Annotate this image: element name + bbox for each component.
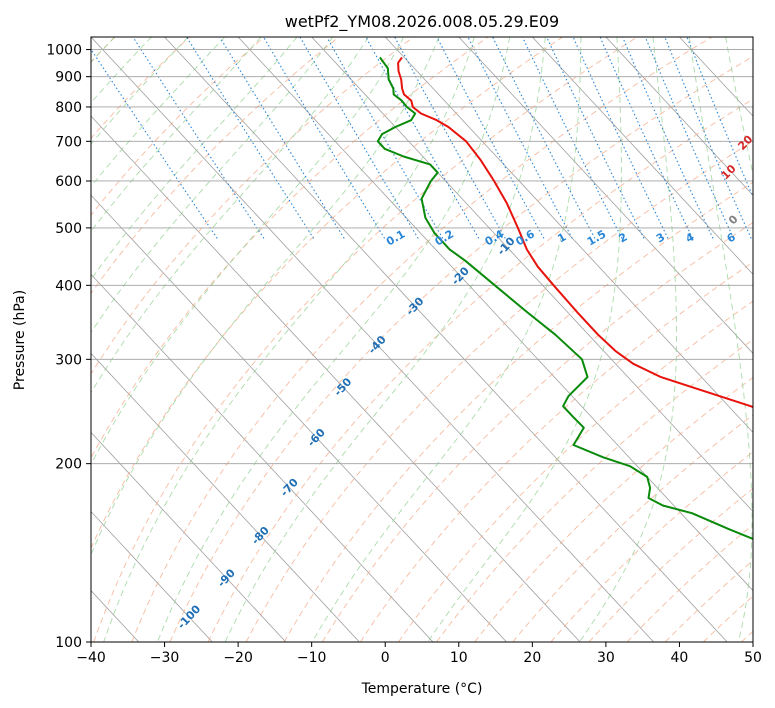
y-tick-label: 700 — [55, 134, 82, 150]
isotherm-line — [458, 37, 753, 354]
mixing-ratio-line — [572, 37, 669, 239]
y-tick-label: 600 — [55, 174, 82, 190]
temperature-profile — [397, 56, 753, 409]
x-tick-label: 40 — [671, 650, 689, 666]
dry-adiabat-line — [550, 451, 753, 642]
dewpoint-profile — [376, 56, 753, 540]
y-tick-label: 400 — [55, 278, 82, 294]
moist-adiabat-line — [224, 37, 546, 642]
x-tick-label: −20 — [223, 650, 253, 666]
isotherm-line — [311, 37, 753, 513]
isotherm-line — [384, 37, 753, 434]
dry-adiabat-line — [321, 221, 753, 642]
mixing-ratio-line — [492, 37, 596, 239]
isotherm-line — [91, 273, 434, 642]
dry-adiabat-line — [91, 37, 265, 216]
y-tick-label: 900 — [55, 70, 82, 86]
mixing-ratio-line — [132, 37, 265, 239]
isotherm-line — [605, 37, 753, 196]
plot-frame — [90, 36, 754, 643]
x-tick-label: −10 — [297, 650, 327, 666]
dry-adiabat-line — [91, 37, 414, 375]
moist-adiabat-line — [579, 37, 677, 642]
y-tick-label: 500 — [55, 221, 82, 237]
dry-adiabat-line — [169, 55, 753, 642]
y-tick-label: 800 — [55, 100, 82, 116]
moist-adiabat-line — [156, 37, 511, 642]
mixing-ratio-line — [644, 37, 735, 239]
mixing-ratio-line — [365, 37, 480, 239]
isotherm-line — [91, 194, 507, 642]
dry-adiabats — [91, 37, 753, 642]
moist-adiabat-line — [91, 37, 334, 334]
mixing-ratio-line — [467, 37, 573, 239]
mixing-ratio-line — [546, 37, 645, 239]
pressure-gridlines — [91, 49, 753, 642]
moist-adiabat-line — [427, 37, 622, 642]
x-tick-label: −40 — [76, 650, 106, 666]
dry-adiabat-line — [474, 376, 753, 642]
isotherm-line — [91, 510, 213, 642]
moist-adiabat-line — [91, 37, 440, 556]
moist-adiabat-line — [725, 37, 753, 177]
mixing-ratio-line — [599, 37, 694, 239]
x-axis-label: Temperature (°C) — [361, 681, 483, 697]
y-tick-label: 300 — [55, 352, 82, 368]
dry-adiabat-line — [207, 98, 753, 642]
x-tick-label: 20 — [523, 650, 541, 666]
isotherm-line — [164, 37, 728, 642]
mixing-ratio-line — [219, 37, 345, 239]
isotherm-grid — [91, 37, 753, 642]
y-axis-ticks: 100 200 300 400 500 600 700 800 900 1000 — [46, 43, 91, 651]
x-tick-label: 30 — [597, 650, 615, 666]
moist-adiabat-line — [91, 37, 369, 394]
moist-adiabat-line — [91, 37, 298, 281]
mixing-ratio-lines — [91, 37, 753, 239]
chart-title: wetPf2_YM08.2026.008.05.29.E09 — [285, 12, 559, 32]
x-tick-label: −30 — [150, 650, 180, 666]
mixing-ratio-line — [326, 37, 444, 239]
profile-lines — [376, 56, 753, 540]
mixing-ratio-line — [664, 37, 752, 239]
moist-adiabat-line — [103, 37, 475, 642]
moist-adiabat-line — [688, 37, 753, 642]
isotherm-line — [91, 431, 287, 642]
isotherm-line — [91, 115, 581, 642]
dry-adiabat-line — [283, 181, 753, 642]
moist-adiabat-line — [91, 37, 405, 466]
dry-adiabat-line — [131, 37, 713, 642]
y-axis-label: Pressure (hPa) — [12, 290, 28, 390]
dry-adiabat-line — [93, 37, 638, 642]
mixing-ratio-line — [299, 37, 419, 239]
mixing-ratio-line — [263, 37, 386, 239]
y-tick-label: 100 — [55, 635, 82, 651]
x-axis-ticks: −40 −30 −20 −10 0 10 20 30 40 50 — [76, 642, 762, 666]
x-tick-label: 50 — [744, 650, 762, 666]
mixing-ratio-line — [622, 37, 714, 239]
y-tick-label: 200 — [55, 457, 82, 473]
isotherm-line — [532, 37, 753, 275]
mixing-ratio-line — [91, 48, 218, 239]
moist-adiabats — [91, 37, 753, 642]
dry-adiabat-line — [360, 261, 753, 642]
x-tick-label: 10 — [450, 650, 468, 666]
dry-adiabat-line — [588, 487, 753, 642]
isotherm-line — [91, 352, 360, 642]
y-tick-label: 1000 — [46, 43, 82, 59]
dry-adiabat-line — [436, 339, 753, 642]
isotherm-line — [237, 37, 753, 592]
mixing-ratio-line — [522, 37, 623, 239]
dry-adiabat-line — [91, 37, 563, 550]
isotherm-line — [91, 37, 654, 642]
x-tick-label: 0 — [381, 650, 390, 666]
